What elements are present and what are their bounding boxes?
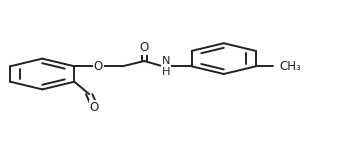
Text: O: O — [94, 60, 103, 73]
Text: CH₃: CH₃ — [279, 60, 301, 73]
Text: O: O — [140, 41, 149, 54]
Text: N
H: N H — [162, 56, 171, 77]
Text: O: O — [90, 101, 99, 114]
